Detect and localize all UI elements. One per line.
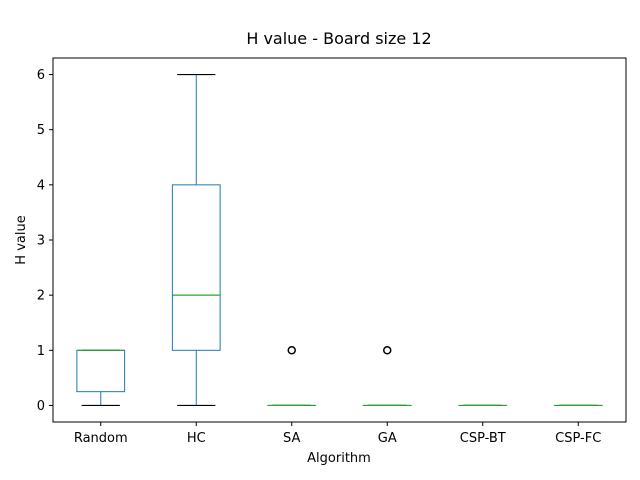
box-group xyxy=(362,346,412,407)
x-tick-label: HC xyxy=(187,431,206,446)
box-group xyxy=(171,73,221,407)
x-tick-label: GA xyxy=(378,431,397,446)
x-axis: Random HC SA GA CSP-BT CSP-FC xyxy=(74,422,601,446)
x-tick-label: SA xyxy=(283,431,300,446)
y-tick-label: 0 xyxy=(37,399,45,414)
y-axis: 0 1 2 3 4 5 6 xyxy=(37,68,53,414)
y-tick-label: 3 xyxy=(37,234,45,249)
x-tick-label: CSP-BT xyxy=(460,431,506,446)
box-iqr xyxy=(171,184,221,351)
x-tick-label: CSP-FC xyxy=(555,431,601,446)
chart-title: H value - Board size 12 xyxy=(246,29,431,48)
y-tick-label: 1 xyxy=(37,344,45,359)
x-tick-label: Random xyxy=(74,431,128,446)
outlier-point xyxy=(287,346,296,355)
y-tick-label: 6 xyxy=(37,68,45,83)
plot-area xyxy=(76,73,603,407)
y-tick-label: 5 xyxy=(37,123,45,138)
y-tick-label: 4 xyxy=(37,178,45,193)
y-tick-label: 2 xyxy=(37,289,45,304)
box-group xyxy=(267,346,317,407)
x-axis-label: Algorithm xyxy=(307,451,371,466)
box-group xyxy=(76,349,126,407)
y-axis-label: H value xyxy=(14,215,29,264)
outlier-point xyxy=(383,346,392,355)
